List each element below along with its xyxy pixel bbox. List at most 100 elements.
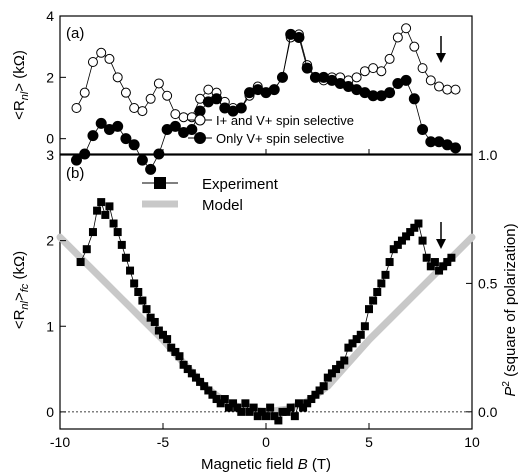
panel-a-arrow-annotation xyxy=(436,36,446,63)
experiment-point xyxy=(439,262,448,271)
i-v-spin-selective-point xyxy=(153,78,164,89)
legend-label-i-v-spin-selective: I+ and V+ spin selective xyxy=(216,113,354,128)
i-v-spin-selective-point xyxy=(112,72,123,83)
experiment-point xyxy=(377,279,386,288)
i-v-spin-selective-point xyxy=(137,106,148,117)
i-v-spin-selective-point xyxy=(359,66,370,77)
experiment-point xyxy=(249,403,258,412)
panel-b-legend: Experiment Model xyxy=(142,176,279,214)
only-v-spin-selective-point xyxy=(276,71,288,83)
experiment-point xyxy=(171,347,180,356)
experiment-point xyxy=(360,322,369,331)
experiment-point xyxy=(323,373,332,382)
i-v-spin-selective-point xyxy=(450,84,461,95)
experiment-point xyxy=(369,296,378,305)
legend-label-only-v-spin-selective: Only V+ spin selective xyxy=(216,131,344,146)
only-v-spin-selective-point xyxy=(87,130,99,142)
only-v-spin-selective-point xyxy=(301,62,313,74)
i-v-spin-selective-point xyxy=(384,53,395,64)
only-v-spin-selective-point xyxy=(235,102,247,114)
experiment-point xyxy=(435,266,444,275)
experiment-point xyxy=(200,382,209,391)
experiment-point xyxy=(126,266,135,275)
experiment-point xyxy=(163,335,172,344)
only-v-spin-selective-point xyxy=(408,93,420,105)
experiment-point xyxy=(278,407,287,416)
only-v-spin-selective-point xyxy=(186,123,198,135)
experiment-point xyxy=(97,198,106,207)
panel-b-left-y-ticks: 0 1 2 3 xyxy=(46,147,66,420)
experiment-point xyxy=(233,403,242,412)
experiment-point xyxy=(352,335,361,344)
panel-b-arrow-annotation xyxy=(436,222,446,249)
experiment-point xyxy=(385,258,394,267)
experiment-point xyxy=(344,343,353,352)
experiment-point xyxy=(154,326,163,335)
panel-b-y-tick-label: 1 xyxy=(46,318,54,334)
panel-b-right-y-tick-label: 1.0 xyxy=(478,147,498,163)
panel-b-x-tick-label: -5 xyxy=(157,434,170,450)
experiment-point xyxy=(307,395,316,404)
experiment-point xyxy=(365,305,373,314)
experiment-point xyxy=(138,296,147,305)
i-v-spin-selective-point xyxy=(425,75,436,86)
experiment-point xyxy=(311,390,320,399)
experiment-point xyxy=(286,403,295,412)
experiment-point xyxy=(332,365,341,374)
i-v-spin-selective-point xyxy=(79,87,90,98)
panel-a-label: (a) xyxy=(66,25,84,42)
experiment-point xyxy=(348,339,357,348)
experiment-point xyxy=(373,288,382,296)
i-v-spin-selective-point xyxy=(129,103,140,113)
experiment-point xyxy=(430,258,439,267)
experiment-point xyxy=(356,330,365,339)
model-curve xyxy=(56,233,476,416)
panel-a-y-tick-label: 4 xyxy=(46,8,54,24)
experiment-point xyxy=(397,236,406,245)
i-v-spin-selective-point xyxy=(409,41,420,52)
experiment-point xyxy=(381,270,390,279)
only-v-spin-selective-point xyxy=(384,87,396,99)
panel-b-right-y-axis-label: P2 (square of polarization) xyxy=(501,223,519,396)
experiment-point xyxy=(130,279,139,288)
experiment-point xyxy=(175,352,184,361)
experiment-point xyxy=(204,386,213,395)
panel-a-x-ticks xyxy=(59,149,473,154)
only-v-spin-selective-point xyxy=(120,133,132,145)
i-v-spin-selective-point xyxy=(434,81,445,92)
i-v-spin-selective-point xyxy=(203,84,214,95)
series-only-v-spin-selective xyxy=(70,28,462,175)
i-v-spin-selective-point xyxy=(401,23,412,34)
only-v-spin-selective-point xyxy=(293,31,305,43)
experiment-point xyxy=(224,403,233,412)
i-v-spin-selective-point xyxy=(96,47,107,58)
experiment-point xyxy=(241,399,250,408)
experiment-point xyxy=(315,386,324,395)
i-v-spin-selective-point xyxy=(162,90,173,101)
i-v-spin-selective-point xyxy=(170,109,181,120)
i-v-spin-selective-point xyxy=(442,84,453,95)
experiment-point xyxy=(150,317,159,326)
panel-b-y-tick-label: 3 xyxy=(46,147,54,163)
experiment-point xyxy=(220,395,229,404)
only-v-spin-selective-point xyxy=(417,123,429,135)
panel-b-label: (b) xyxy=(66,165,84,182)
experiment-point xyxy=(406,228,415,237)
experiment-point xyxy=(117,240,126,249)
experiment-point xyxy=(93,206,102,215)
experiment-point xyxy=(121,253,130,262)
experiment-point xyxy=(299,403,308,412)
i-v-spin-selective-point xyxy=(104,53,115,64)
only-v-spin-selective-point xyxy=(136,154,148,166)
i-v-spin-selective-point xyxy=(145,93,156,104)
experiment-point xyxy=(101,210,110,219)
experiment-point xyxy=(327,369,336,378)
i-v-spin-selective-point xyxy=(71,103,82,113)
panel-a-y-ticks: 0 2 4 xyxy=(46,8,66,147)
experiment-point xyxy=(290,412,299,421)
panel-a-legend: I+ and V+ spin selective Only V+ spin se… xyxy=(188,113,354,146)
experiment-point xyxy=(191,373,200,382)
experiment-point xyxy=(270,412,279,421)
experiment-point xyxy=(159,330,167,339)
panel-b-right-y-ticks: 0.0 0.5 1.0 xyxy=(466,147,498,420)
